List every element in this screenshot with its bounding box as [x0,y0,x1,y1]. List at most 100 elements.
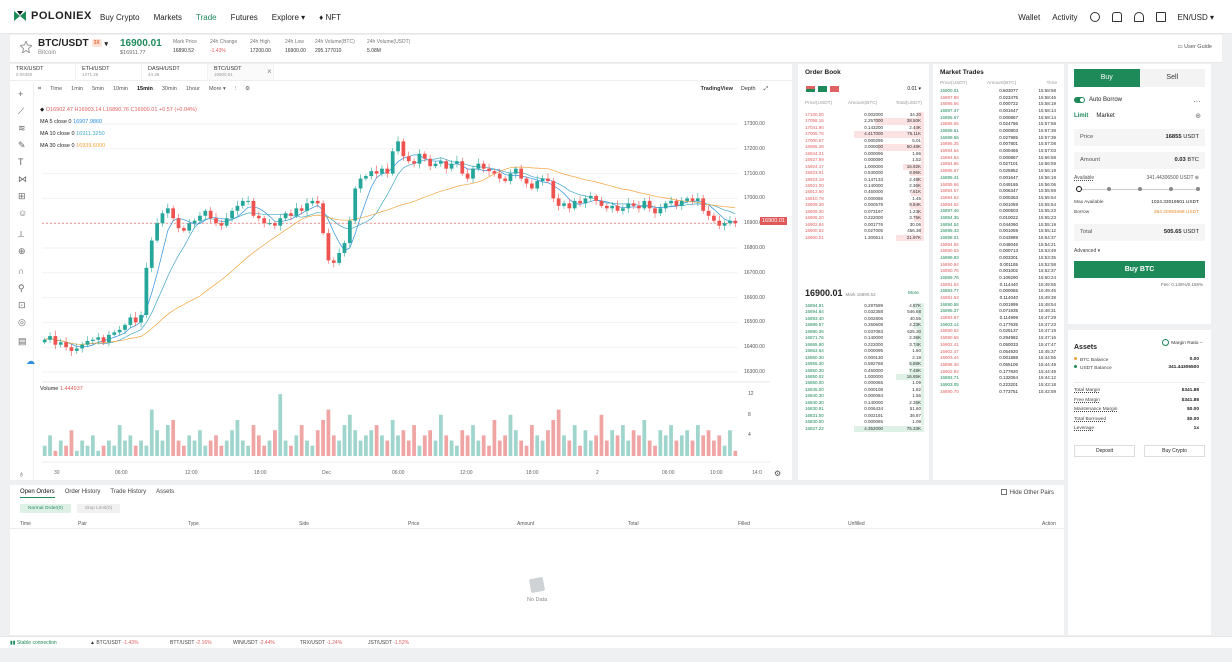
asks-row[interactable]: 16965.28 3.000000 50.48K [803,144,924,151]
asks-row[interactable]: 17058.16 2.257000 38.50K [803,118,924,125]
wallet-link[interactable]: Wallet [1018,12,1041,22]
cloud-icon[interactable]: ☁ [26,356,35,366]
interval-4[interactable]: 15min [136,86,153,92]
asks-row[interactable]: 16913.60 0.450000 7.61K [803,189,924,196]
poloniex-logo[interactable]: POLONIEX [14,10,92,22]
nav-link-0[interactable]: Buy Crypto [100,13,140,22]
measure-icon[interactable]: ⊞ [18,191,26,201]
status-pair[interactable]: ▲ BTC/USDT -1.43% [90,640,139,646]
slider-mark-75[interactable] [1169,187,1173,191]
advanced-toggle[interactable]: Advanced ▾ [1074,248,1101,254]
both-sides-icon[interactable] [806,86,815,92]
fullscreen-icon[interactable]: ⤢ [763,86,768,92]
nav-link-2[interactable]: Trade [196,13,217,22]
lock-icon[interactable]: ⊡ [18,300,26,310]
bids-row[interactable]: 16894.84 0.032358 546.68 [803,309,924,316]
bids-row[interactable]: 16850.30 0.450000 7.48K [803,367,924,374]
more-options-icon[interactable]: ··· [1193,97,1201,106]
bids-row[interactable]: 16894.81 0.297599 4.87K [803,303,924,310]
asks-row[interactable]: 17041.90 0.143200 2.44K [803,124,924,132]
nav-link-3[interactable]: Futures [230,13,258,22]
auto-borrow-toggle[interactable] [1074,97,1085,103]
bids-row[interactable]: 16840.30 0.000084 1.56 [803,393,924,400]
orders-tab-2[interactable]: Trade History [110,489,147,495]
interval-5[interactable]: 30min [161,86,177,92]
interval-2[interactable]: 5min [92,86,104,92]
amount-input[interactable]: Amount 0.03 BTC [1074,152,1205,169]
total-input[interactable]: Total 505.65 USDT [1074,224,1205,241]
bids-row[interactable]: 16850.00 0.000065 1.09 [803,380,924,387]
deposit-button[interactable]: Deposit [1074,445,1135,457]
slider-mark-50[interactable] [1138,187,1142,191]
asks-row[interactable]: 16923.91 0.530000 8.96K [803,170,924,177]
buy-tab[interactable]: Buy [1074,69,1140,87]
asks-row[interactable]: 16900.62 0.027005 456.38 [803,228,924,235]
eye-icon[interactable]: ◎ [18,317,26,327]
asks-row[interactable]: 16906.20 0.222000 3.75K [803,215,924,222]
more-link[interactable]: More [908,291,919,296]
trendline-icon[interactable]: ⟋ [18,106,25,116]
bids-row[interactable]: 16860.30 0.000130 2.19 [803,354,924,361]
interval-1[interactable]: 1min [71,86,84,92]
star-icon[interactable] [20,41,32,53]
ruler-icon[interactable]: ⟂ [18,229,25,239]
chart-settings-gear-icon[interactable]: ⚙ [245,86,251,92]
nav-link-4[interactable]: Explore ▾ [271,13,306,22]
bids-row[interactable]: 16871.76 0.140000 2.36K [803,335,924,342]
pair-selector[interactable]: BTC/USDT 3X ▾ [38,38,108,49]
amount-slider[interactable] [1076,186,1200,192]
info-icon[interactable]: ⊕ [1195,113,1201,120]
bids-row[interactable]: 16865.90 0.222000 3.74K [803,341,924,349]
asks-only-icon[interactable] [830,86,839,92]
brush-icon[interactable]: ✎ [18,140,26,150]
orders-subtab-1[interactable]: Stop Limit(0) [76,504,121,513]
headset-icon[interactable] [1111,12,1122,22]
bids-row[interactable]: 16840.30 0.140000 2.35K [803,399,924,407]
interval-0[interactable]: Time [50,86,63,92]
precision-select[interactable]: 0.01 ▾ [907,86,921,92]
bell-icon[interactable] [1133,12,1144,22]
hide-other-pairs[interactable]: Hide Other Pairs [1000,489,1054,496]
bids-row[interactable]: 16827.22 4.352000 75.33K [803,425,924,432]
limit-tab[interactable]: Limit [1074,113,1089,119]
interval-3[interactable]: 10min [112,86,128,92]
asks-row[interactable]: 16923.19 0.147133 2.48K [803,176,924,183]
activity-link[interactable]: Activity [1052,12,1078,22]
bids-row[interactable]: 16880.36 0.037083 625.30 [803,328,924,336]
pattern-icon[interactable]: ⋈ [18,174,27,184]
bids-row[interactable]: 16893.40 0.002806 40.55 [803,315,924,323]
lock-draw-icon[interactable]: ⚲ [18,283,25,293]
asks-row[interactable]: 16902.84 0.001776 30.06 [803,221,924,229]
asks-row[interactable]: 17005.76 4.417000 75.11K [803,131,924,138]
language-currency-select[interactable]: EN/USD ▾ [1177,12,1214,22]
asks-row[interactable]: 16944.31 0.000096 1.66 [803,150,924,158]
bids-row[interactable]: 16863.64 0.000095 1.60 [803,348,924,355]
status-pair[interactable]: JST/USDT -1.52% [368,640,409,646]
user-guide-link[interactable]: ▭ User Guide [1177,44,1212,50]
asks-row[interactable]: 16910.78 0.000086 1.45 [803,195,924,203]
slider-handle[interactable] [1076,186,1082,192]
interval-6[interactable]: 1hour [185,86,200,92]
download-icon[interactable] [1155,12,1166,22]
nav-link-1[interactable]: Markets [153,13,183,22]
asks-row[interactable]: 16927.69 0.000090 1.52 [803,157,924,164]
emoji-icon[interactable]: ☺ [18,208,28,218]
trash-icon[interactable]: ▤ [18,336,27,346]
status-pair[interactable]: TRX/USDT -1.24% [300,640,342,646]
nav-link-5[interactable]: ♦ NFT [319,13,341,22]
depth-tab[interactable]: Depth [740,86,756,92]
bids-row[interactable]: 16830.00 0.000065 1.09 [803,419,924,426]
zoom-icon[interactable]: ⊕ [18,246,26,256]
bids-row[interactable]: 16850.02 1.000000 16.85K [803,373,924,381]
orders-tab-1[interactable]: Order History [64,489,101,495]
chart-tab-3[interactable]: BTC/USDT 16900.01 [208,64,274,80]
interval-7[interactable]: More ▾ [208,86,226,92]
candlestick-chart[interactable] [10,64,792,480]
slider-mark-25[interactable] [1107,187,1111,191]
slider-mark-100[interactable] [1196,187,1200,191]
indicators-icon[interactable]: ⫶ [234,86,237,92]
status-pair[interactable]: WIN/USDT -2.44% [233,640,275,646]
status-pair[interactable]: BTT/USDT -2.16% [170,640,212,646]
bids-row[interactable]: 16830.91 0.006434 51.60 [803,406,924,413]
user-icon[interactable] [1089,12,1100,22]
